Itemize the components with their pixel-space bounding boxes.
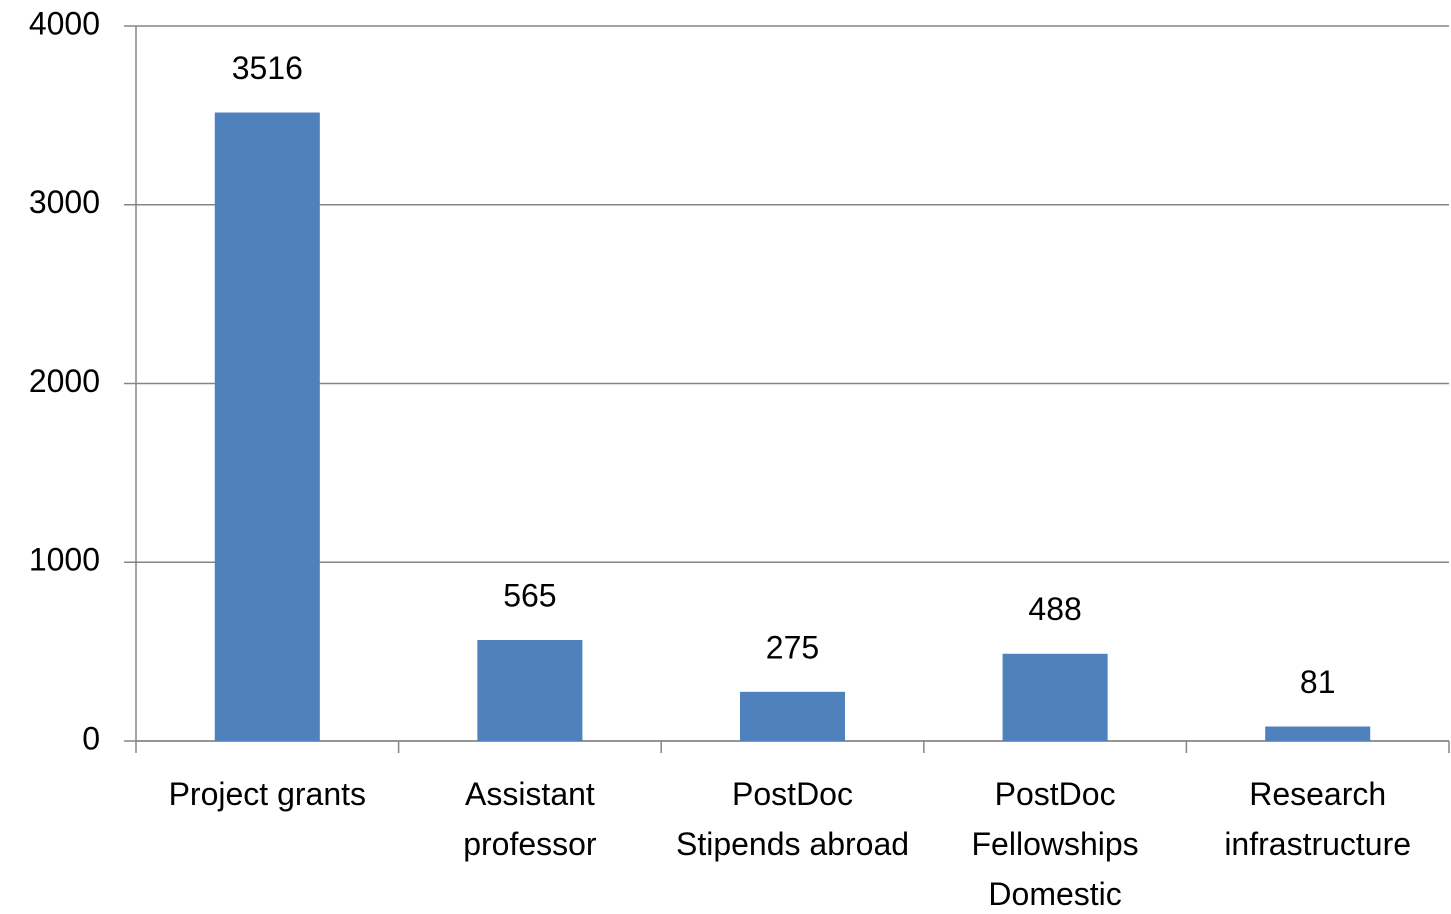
data-label: 565 — [503, 577, 556, 613]
y-tick-label: 4000 — [29, 5, 100, 41]
bar — [214, 112, 320, 741]
y-tick-label: 0 — [82, 720, 100, 756]
data-label: 3516 — [232, 50, 303, 86]
bar — [1002, 653, 1108, 741]
data-label: 275 — [766, 629, 819, 665]
y-tick-label: 3000 — [29, 184, 100, 220]
data-label: 81 — [1300, 664, 1336, 700]
bar — [1265, 726, 1371, 741]
x-tick-label: PostDoc Stipends abroad — [675, 776, 910, 862]
bar — [477, 640, 583, 741]
y-tick-label: 1000 — [29, 542, 100, 578]
x-tick-label: PostDoc Fellowships Domestic — [971, 776, 1139, 912]
bar — [739, 691, 846, 741]
x-tick-label: Research infrastructure — [1224, 776, 1412, 862]
x-tick-label: Project grants — [168, 776, 366, 812]
y-tick-label: 2000 — [29, 363, 100, 399]
data-label: 488 — [1028, 591, 1081, 627]
x-tick-label: Assistant professor — [463, 776, 597, 862]
